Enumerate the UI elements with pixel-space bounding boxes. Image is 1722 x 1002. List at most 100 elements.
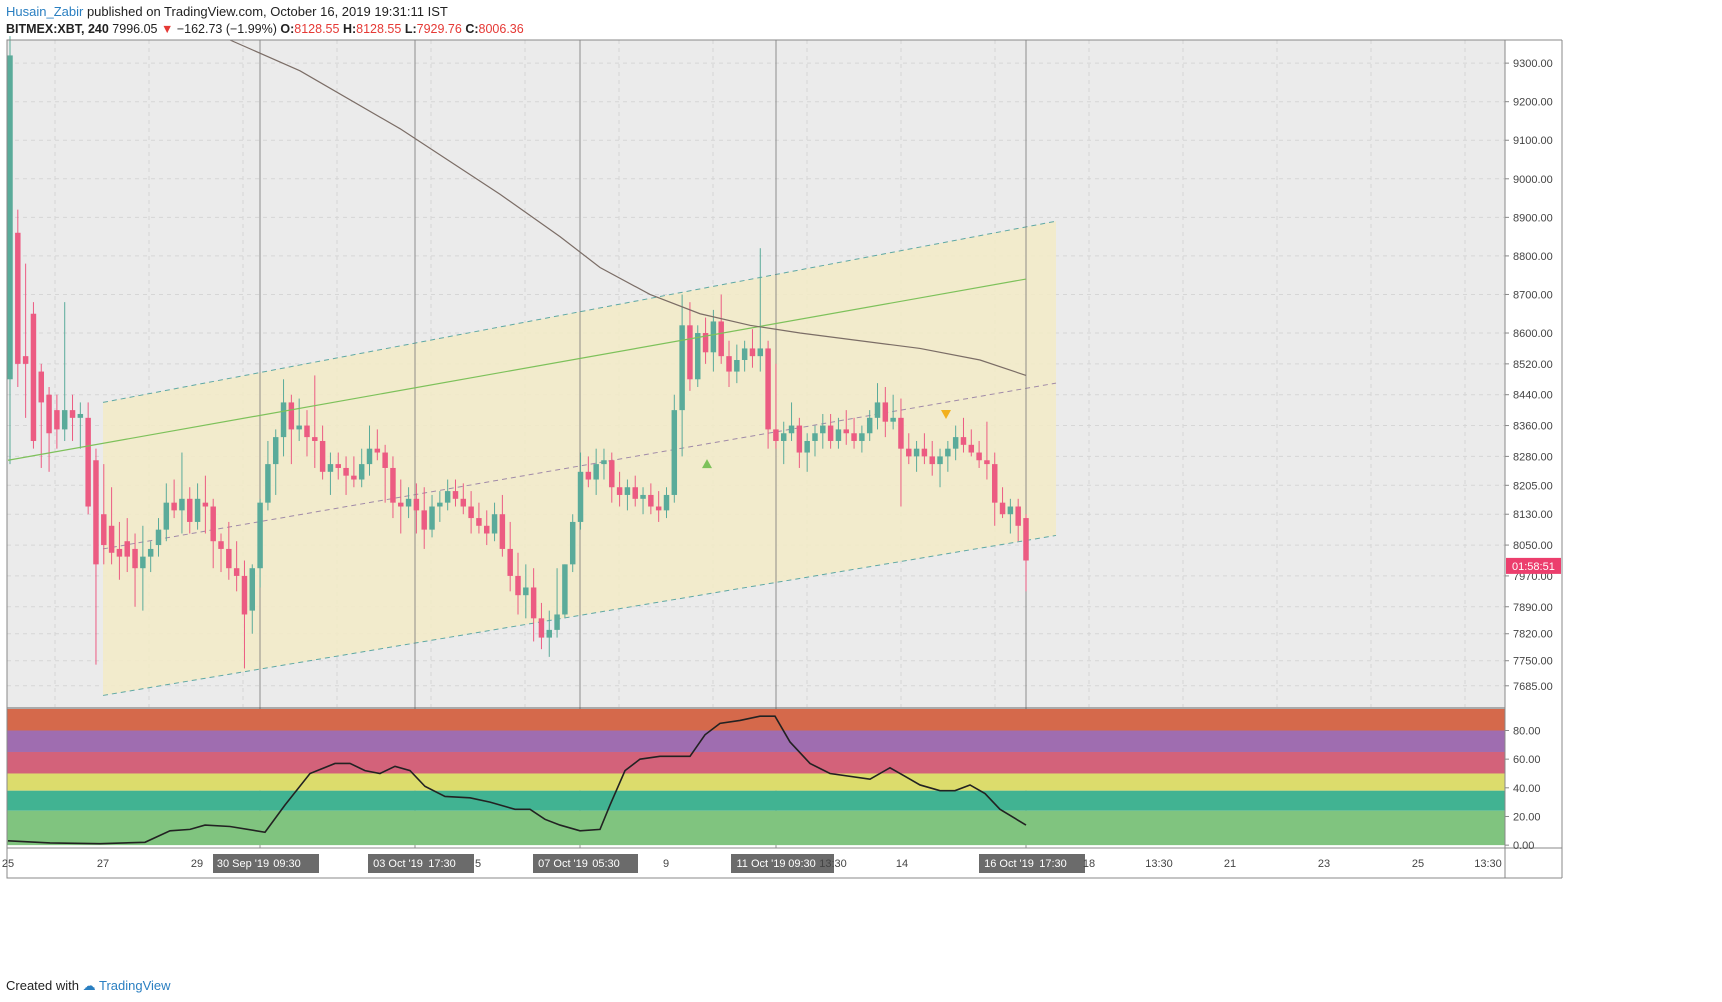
candle-body	[124, 541, 130, 557]
candle-body	[710, 321, 717, 353]
candle	[155, 518, 162, 557]
candle	[163, 483, 170, 542]
candle	[101, 464, 107, 565]
channel-fill	[103, 221, 1056, 696]
candle	[812, 425, 818, 457]
candle-body	[499, 514, 506, 549]
osc-tick-label: 0.00	[1513, 840, 1534, 852]
candle-body	[577, 471, 584, 522]
high-label: H:	[342, 22, 357, 36]
candle-body	[390, 467, 396, 503]
candle	[241, 560, 248, 669]
candle	[554, 568, 560, 638]
candle-body	[859, 433, 865, 441]
candle-body	[913, 448, 920, 457]
candle	[616, 471, 623, 507]
price-tick-label: 8900.00	[1513, 212, 1553, 224]
candle-body	[1015, 506, 1021, 526]
time-label-box	[979, 854, 1085, 873]
candle-body	[906, 448, 912, 457]
candle	[54, 394, 60, 449]
candle	[38, 363, 44, 468]
candle-body	[288, 402, 295, 430]
candle	[726, 340, 732, 387]
candle	[351, 456, 357, 488]
candle-body	[233, 568, 240, 576]
candle	[882, 386, 889, 438]
candle-body	[1023, 518, 1029, 561]
candle	[546, 610, 552, 657]
candle-body	[468, 506, 474, 519]
time-tick-label: 27	[97, 858, 109, 870]
candle-body	[61, 410, 68, 430]
close-label: C:	[465, 22, 479, 36]
candle-body	[530, 587, 537, 619]
candle	[1015, 498, 1021, 542]
candle	[788, 402, 795, 441]
candle	[210, 498, 216, 569]
candle-body	[272, 437, 279, 465]
candle	[272, 429, 279, 495]
candle-body	[140, 556, 146, 569]
candle-body	[523, 587, 529, 596]
candle	[280, 379, 287, 457]
time-tick-label: 13:30	[1474, 858, 1502, 870]
candle	[609, 452, 615, 503]
candle	[226, 521, 232, 580]
candle-body	[968, 444, 975, 453]
price-tick-label: 8600.00	[1513, 328, 1553, 340]
candle	[710, 309, 717, 372]
price-tick-label: 7685.00	[1513, 681, 1553, 693]
candle	[804, 433, 810, 472]
candle	[695, 325, 701, 387]
low-label: L:	[404, 22, 417, 36]
price-tick-label: 8440.00	[1513, 390, 1553, 402]
candle	[874, 383, 881, 430]
candle	[945, 440, 951, 472]
price-tick-label: 7890.00	[1513, 602, 1553, 614]
candle-body	[46, 394, 52, 434]
candle-body	[327, 464, 334, 472]
candle-body	[898, 417, 904, 449]
candle-body	[921, 448, 928, 457]
osc-band-3	[7, 773, 1505, 791]
candle	[585, 456, 592, 488]
candle-body	[147, 548, 154, 557]
tradingview-link[interactable]: TradingView	[99, 978, 171, 993]
candle	[187, 487, 193, 534]
candle	[702, 317, 709, 364]
price-tick-label: 9300.00	[1513, 58, 1553, 70]
candle-body	[538, 618, 545, 638]
candle-body	[398, 502, 404, 507]
price-tick-label: 7970.00	[1513, 571, 1553, 583]
osc-band-1	[7, 730, 1505, 752]
candle-body	[585, 471, 592, 480]
oscillator-line	[7, 715, 1027, 845]
high-value: 8128.55	[356, 22, 402, 36]
candle-body	[187, 498, 193, 522]
candle-body	[749, 348, 756, 357]
time-tick-label: 16 Oct '19	[984, 858, 1034, 870]
candle	[929, 440, 935, 476]
candle-body	[171, 502, 177, 511]
candle-body	[179, 498, 185, 511]
candle	[343, 456, 349, 495]
candle-body	[1007, 506, 1014, 515]
time-tick-label: 09:30	[273, 858, 301, 870]
candle	[124, 518, 130, 573]
candle	[77, 402, 84, 449]
candle-body	[202, 502, 209, 507]
tradingview-logo-icon: ☁	[82, 978, 96, 993]
candle-body	[38, 371, 44, 403]
candle-body	[155, 529, 162, 546]
candle-body	[835, 429, 842, 441]
candle	[866, 410, 873, 441]
candle	[851, 417, 857, 449]
candle-body	[437, 502, 443, 507]
time-tick-label: 21	[1224, 858, 1236, 870]
candle-body	[632, 487, 638, 499]
osc-band-2	[7, 751, 1505, 774]
author-link[interactable]: Husain_Zabir	[6, 4, 84, 19]
candle-body	[7, 55, 13, 380]
